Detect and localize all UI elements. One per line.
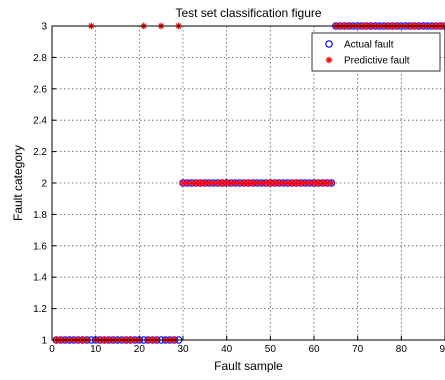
y-tick-label: 2.4 [33, 116, 47, 127]
predictive-fault-point [188, 179, 196, 187]
y-tick-label: 2.8 [33, 53, 47, 64]
x-tick-label: 40 [221, 344, 233, 355]
predictive-fault-point [236, 179, 244, 187]
x-tick-label: 20 [134, 344, 146, 355]
predictive-fault-point [201, 179, 209, 187]
legend-circle-marker [325, 40, 333, 48]
y-axis-label: Fault category [11, 145, 25, 221]
predictive-fault-point [288, 179, 296, 187]
predictive-fault-point [301, 179, 309, 187]
predictive-fault-point [323, 179, 331, 187]
legend-marker-actual-fault [325, 40, 333, 48]
x-tick-label: 10 [90, 344, 102, 355]
x-tick-label: 80 [396, 344, 408, 355]
predictive-fault-point [227, 179, 235, 187]
y-tick-label: 2.2 [33, 147, 47, 158]
y-tick-label: 1 [41, 336, 47, 347]
predictive-fault-point [310, 179, 318, 187]
predictive-fault-point [266, 179, 274, 187]
predictive-fault-point [249, 179, 257, 187]
legend: Actual fault Predictive fault [311, 32, 441, 72]
predictive-fault-point [293, 179, 300, 187]
x-axis-label: Fault sample [214, 359, 283, 373]
predictive-fault-point [218, 179, 226, 187]
legend-marker-predictive-fault [325, 56, 333, 64]
predictive-fault-point [306, 179, 314, 187]
x-tick-label: 70 [352, 344, 364, 355]
predictive-fault-point [284, 179, 292, 187]
legend-star-marker [325, 56, 333, 64]
predictive-fault-point [223, 179, 231, 187]
predictive-fault-point [197, 179, 204, 187]
predictive-fault-point [240, 179, 248, 187]
predictive-fault-point [183, 179, 191, 187]
predictive-fault-point [319, 179, 327, 187]
predictive-fault-point [205, 179, 213, 187]
legend-box [311, 32, 441, 72]
x-tick-label: 30 [177, 344, 189, 355]
predictive-fault-point [297, 179, 305, 187]
legend-entry-predictive-fault: Predictive fault [344, 56, 410, 67]
predictive-fault-point [314, 179, 322, 187]
predictive-fault-point [179, 179, 187, 187]
x-tick-label: 60 [308, 344, 320, 355]
y-tick-label: 1.4 [33, 273, 47, 284]
y-tick-label: 2.6 [33, 84, 47, 95]
predictive-fault-point [258, 179, 265, 187]
chart-title: Test set classification figure [175, 6, 321, 20]
y-tick-label: 1.2 [33, 304, 47, 315]
y-tick-label: 2 [41, 179, 47, 190]
y-tick-label: 3 [41, 22, 47, 33]
predictive-fault-point [275, 179, 283, 187]
x-tick-label: 50 [265, 344, 277, 355]
y-tick-label: 1.6 [33, 241, 47, 252]
predictive-fault-point [271, 179, 279, 187]
predictive-fault-point [328, 179, 335, 187]
axis-ticks: 0 10 20 30 40 50 60 70 80 90 1 1.2 1.4 1.6 1.8 2 2.2 2.4 2… [33, 22, 445, 355]
predictive-fault-point [192, 179, 200, 187]
predictive-fault-point [253, 179, 261, 187]
predictive-fault-point [245, 179, 252, 187]
predictive-fault-point [214, 179, 222, 187]
legend-entry-actual-fault: Actual fault [344, 40, 394, 51]
predictive-fault-point [262, 179, 270, 187]
x-tick-label: 0 [49, 344, 55, 355]
x-tick-label: 90 [439, 344, 445, 355]
predictive-fault-point [280, 179, 287, 187]
y-tick-label: 1.8 [33, 210, 47, 221]
predictive-fault-point [210, 179, 217, 187]
predictive-fault-point [232, 179, 239, 187]
